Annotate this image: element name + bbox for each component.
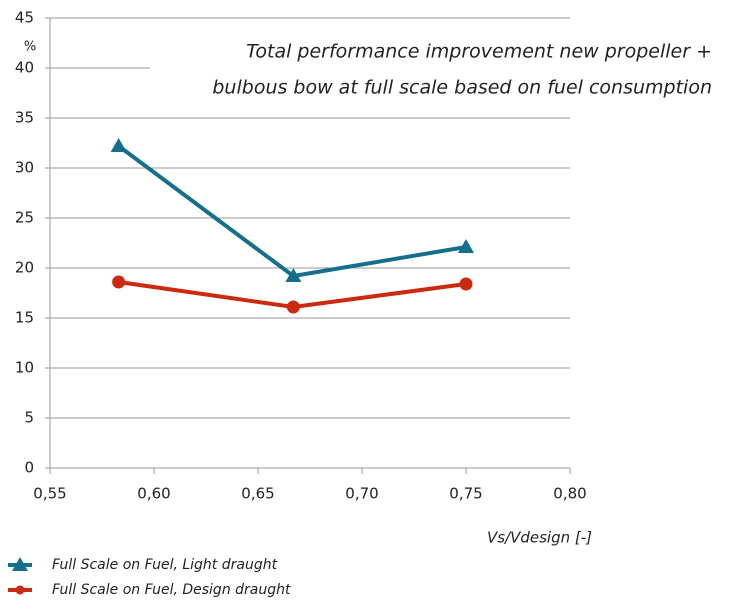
x-tick-label: 0,55 — [33, 485, 66, 503]
marker — [459, 277, 473, 291]
legend-label: Full Scale on Fuel, Design draught — [52, 582, 291, 598]
legend-marker — [15, 585, 25, 595]
y-tick-label: 30 — [15, 159, 34, 177]
x-tick-label: 0,60 — [137, 485, 170, 503]
x-tick-label: 0,80 — [553, 485, 586, 503]
y-tick-label: 25 — [15, 209, 34, 227]
marker — [286, 300, 300, 314]
x-tick-label: 0,75 — [449, 485, 482, 503]
y-tick-label: 20 — [15, 259, 34, 277]
chart-title: bulbous bow at full scale based on fuel … — [212, 77, 712, 99]
y-tick-label: 10 — [15, 359, 34, 377]
marker — [458, 239, 474, 253]
marker — [110, 138, 127, 152]
y-tick-label: 5 — [24, 409, 34, 427]
y-tick-label: 35 — [15, 109, 34, 127]
y-axis-label: % — [24, 40, 36, 55]
series-line — [117, 144, 467, 279]
x-tick-label: 0,70 — [345, 485, 378, 503]
x-tick-label: 0,65 — [241, 485, 274, 503]
marker — [285, 268, 302, 282]
title-background — [150, 30, 725, 110]
legend-label: Full Scale on Fuel, Light draught — [52, 557, 278, 573]
legend-marker — [12, 557, 28, 571]
chart-title: Total performance improvement new propel… — [246, 41, 712, 63]
x-axis-label: Vs/Vdesign [-] — [487, 529, 592, 547]
marker — [112, 275, 126, 289]
y-tick-label: 45 — [15, 9, 34, 27]
y-tick-label: 0 — [24, 459, 34, 477]
y-tick-label: 15 — [15, 309, 34, 327]
y-tick-label: 40 — [15, 59, 34, 77]
